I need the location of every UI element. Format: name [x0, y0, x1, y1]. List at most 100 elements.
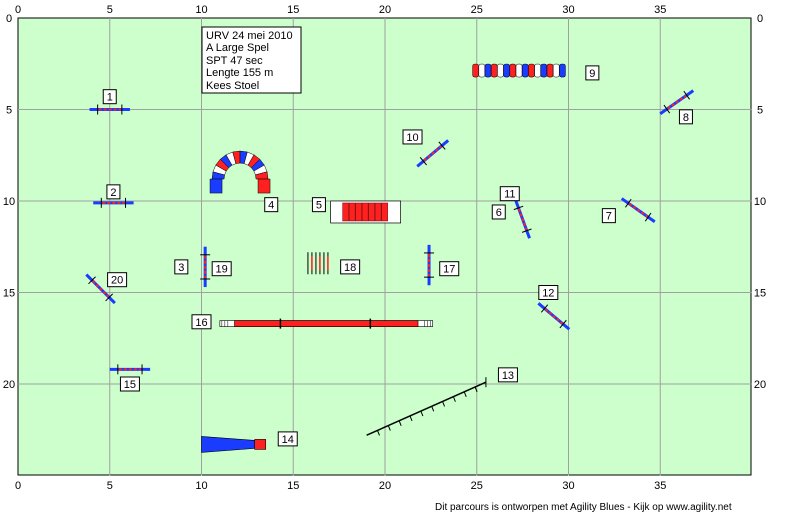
number-text: 8 [683, 112, 689, 124]
ramp-plank [366, 381, 487, 436]
jump-17 [424, 244, 435, 286]
info-line-spt: SPT 47 sec [206, 55, 263, 67]
jump-wing [625, 198, 632, 208]
tunnel-segment [209, 178, 223, 194]
x-tick-label-bottom: 35 [654, 480, 666, 492]
jump-wing [683, 90, 690, 100]
x-tick-label-top: 20 [379, 4, 391, 16]
number-box [174, 259, 189, 275]
number-text: 16 [195, 317, 207, 329]
number-text: 19 [216, 264, 228, 276]
obstacle-number-18: 18 [340, 259, 361, 275]
number-box [264, 197, 279, 213]
jump-wing [438, 141, 446, 150]
tunnel-segment [257, 178, 271, 194]
ramp-slat [431, 406, 435, 412]
obstacle-number-5: 5 [311, 197, 326, 213]
x-tick-label-top: 30 [562, 4, 574, 16]
x-tick-label-top: 5 [107, 4, 113, 16]
jump-10 [416, 139, 450, 168]
x-tick-label-bottom: 30 [562, 480, 574, 492]
y-tick-label-left: 20 [3, 379, 15, 391]
x-tick-label-bottom: 0 [15, 480, 21, 492]
y-tick-label-right: 15 [754, 288, 766, 300]
y-tick-label-right: 20 [754, 379, 766, 391]
wall-segment [546, 63, 554, 78]
info-box-frame [201, 26, 302, 94]
number-box [340, 259, 361, 275]
y-tick-label-right: 0 [757, 13, 763, 25]
info-line-length: Lengte 155 m [206, 67, 273, 79]
jump-3 [200, 246, 211, 288]
ramp-slat [452, 396, 456, 402]
jump-20 [85, 273, 116, 305]
obstacle-number-16: 16 [191, 314, 212, 330]
number-box [601, 208, 616, 224]
obstacle-number-8: 8 [678, 109, 693, 125]
x-tick-label-top: 25 [471, 4, 483, 16]
ramp-slat [420, 410, 424, 417]
x-tick-label-bottom: 15 [287, 480, 299, 492]
x-tick-label-bottom: 10 [195, 480, 207, 492]
obstacle-number-14: 14 [277, 431, 298, 447]
ramp-slat [463, 391, 467, 398]
number-text: 6 [496, 207, 502, 219]
wall-segment [342, 202, 349, 222]
wall-segment [484, 63, 492, 78]
ramp-slat [409, 415, 413, 422]
x-tick-label-top: 10 [195, 4, 207, 16]
wall-segment [559, 63, 566, 78]
ramp-slat [442, 401, 446, 407]
jump-wing [521, 228, 532, 233]
jump-bar-stripes [628, 202, 648, 218]
dogwalk-plank-center [234, 320, 419, 327]
jump-bar-stripes [667, 94, 687, 110]
wall-segment [534, 63, 541, 78]
obstacle-number-12: 12 [538, 285, 559, 300]
ramp-13 [366, 377, 487, 436]
y-tick-label-left: 10 [3, 196, 15, 208]
wall-segment [472, 63, 479, 78]
number-box [119, 376, 140, 392]
x-tick-label-top: 0 [15, 4, 21, 16]
wall-segment [374, 202, 382, 222]
y-tick-label-left: 15 [3, 288, 15, 300]
number-box [585, 65, 600, 81]
course-info-box: URV 24 mei 2010 A Large Spel SPT 47 sec … [201, 26, 302, 94]
number-text: 9 [589, 68, 595, 80]
ramp-slat [474, 386, 478, 393]
jump-wing [663, 104, 671, 114]
jump-15 [109, 364, 151, 375]
x-tick-label-top: 15 [287, 4, 299, 16]
number-box [107, 272, 128, 288]
number-box [439, 261, 460, 277]
jump-1 [89, 104, 130, 115]
obstacle-number-6: 6 [491, 204, 506, 220]
obstacle-number-2: 2 [106, 184, 121, 200]
x-tick-label-bottom: 20 [379, 480, 391, 492]
number-text: 4 [268, 200, 274, 212]
weave-18 [307, 252, 329, 275]
obstacle-number-19: 19 [211, 261, 232, 277]
number-text: 12 [542, 288, 554, 300]
jump-wing [419, 157, 428, 166]
wall-segment [503, 63, 510, 78]
wall-segment [521, 63, 529, 78]
ramp-slat [377, 430, 380, 436]
jump-2 [93, 197, 134, 208]
x-tick-label-top: 35 [654, 4, 666, 16]
number-text: 14 [282, 434, 294, 446]
jump-6 [513, 199, 532, 239]
obstacle-number-7: 7 [601, 208, 616, 224]
jump-wing [105, 293, 114, 302]
number-box [678, 109, 693, 125]
obstacle-number-10: 10 [402, 129, 423, 145]
number-text: 1 [107, 92, 113, 104]
dogwalk-16 [219, 318, 434, 329]
jump-8 [659, 89, 695, 115]
obstacle-number-4: 4 [264, 197, 279, 213]
number-text: 10 [406, 132, 418, 144]
number-box [402, 129, 423, 145]
